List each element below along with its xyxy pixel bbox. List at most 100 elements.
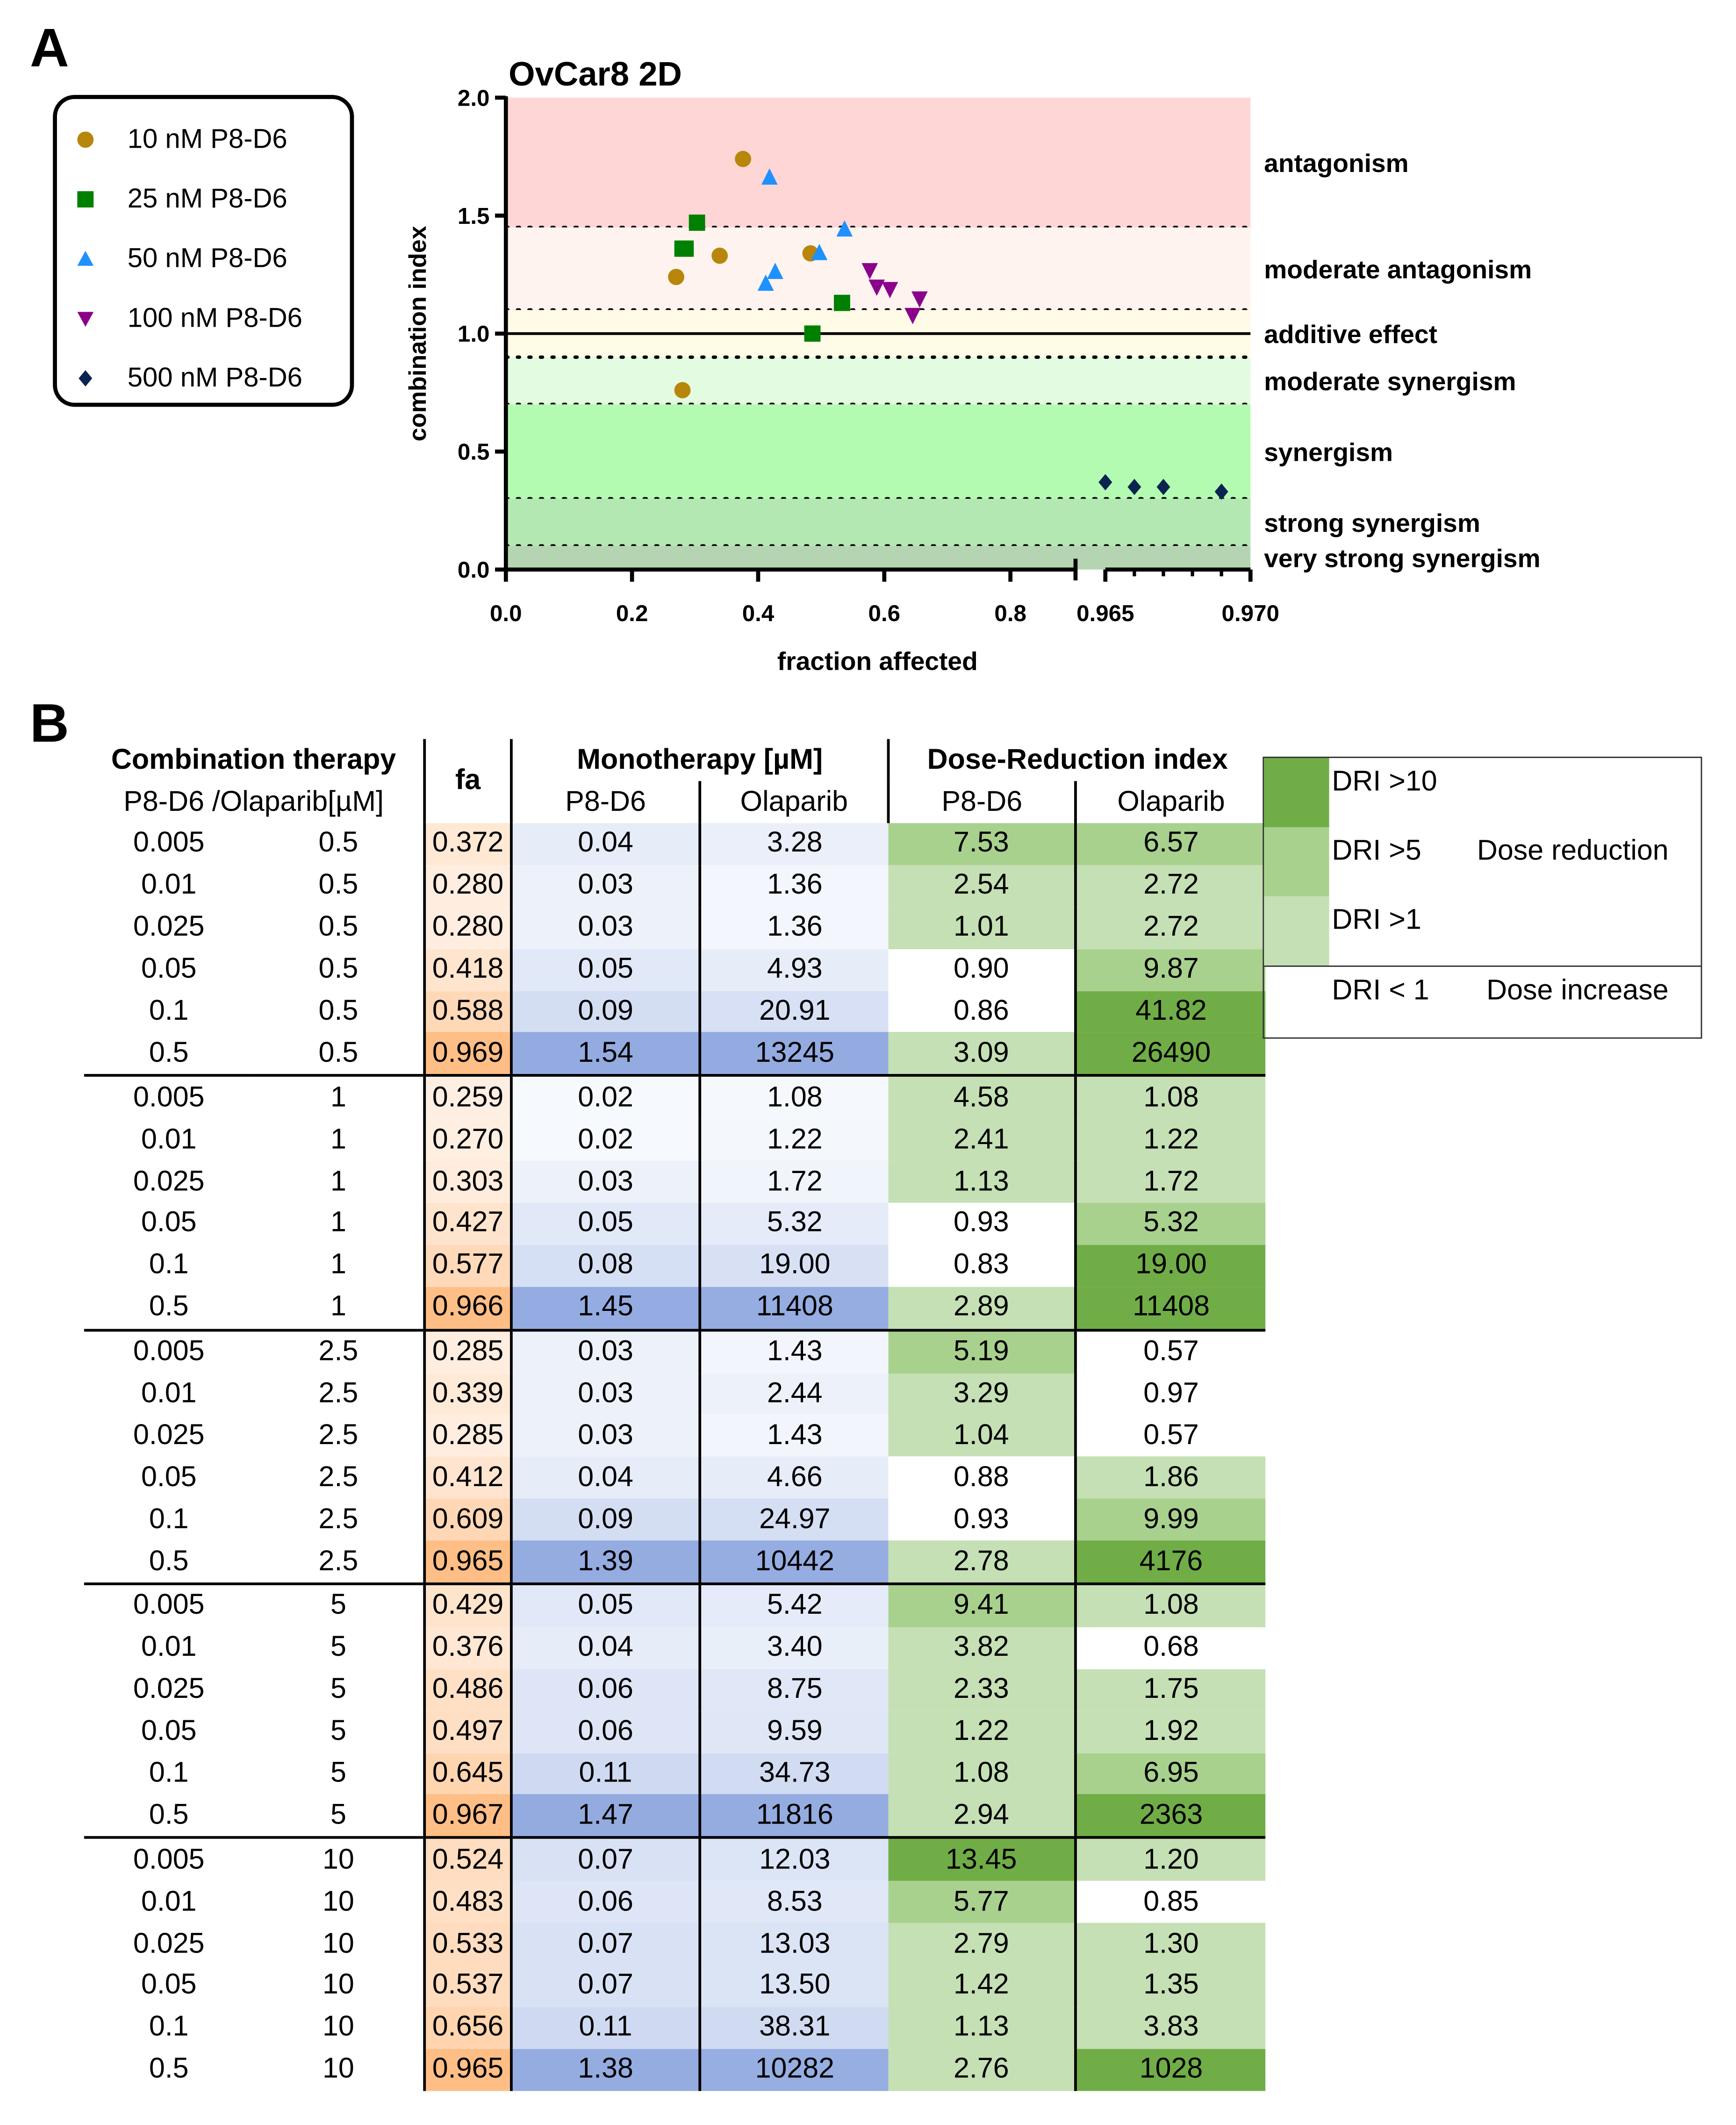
header-mono-ola: Olaparib	[700, 781, 890, 823]
cell-combo-olaparib: 2.5	[253, 1498, 426, 1541]
table-row: 0.005 2.5 0.285 0.03 1.43 5.19 0.57	[84, 1328, 1266, 1374]
cell-dri-olaparib: 41.82	[1075, 990, 1266, 1033]
cell-combo-olaparib: 10	[253, 2007, 426, 2049]
cell-dri-p8d6: 9.41	[888, 1582, 1077, 1627]
dri-label-lt1: DRI < 1	[1332, 975, 1429, 1006]
table-row: 0.005 10 0.524 0.07 12.03 13.45 1.20	[84, 1836, 1266, 1882]
diamond-marker-icon	[79, 370, 93, 386]
cell-dri-p8d6: 0.90	[888, 949, 1077, 991]
cell-dri-olaparib: 9.99	[1075, 1498, 1266, 1541]
cell-mono-olaparib: 24.97	[700, 1498, 889, 1541]
cell-mono-olaparib: 1.36	[700, 907, 889, 949]
header-mono-p8: P8-D6	[511, 781, 702, 823]
cell-combo-p8d6: 0.1	[149, 1757, 189, 1789]
chart-legend: 10 nM P8-D6 25 nM P8-D6 50 nM P8-D6 100 …	[53, 95, 354, 407]
cell-mono-p8d6: 0.03	[511, 865, 702, 907]
y-tick-label: 0.5	[458, 439, 490, 465]
zone-moderate-synergism	[506, 357, 1251, 405]
cell-fa: 0.497	[424, 1710, 513, 1753]
cell-mono-p8d6: 0.03	[511, 1161, 702, 1203]
cell-mono-p8d6: 0.09	[511, 990, 702, 1033]
table-row: 0.05 2.5 0.412 0.04 4.66 0.88 1.86	[84, 1457, 1266, 1499]
zone-label: antagonism	[1264, 149, 1408, 178]
table-row: 0.01 2.5 0.339 0.03 2.44 3.29 0.97	[84, 1373, 1266, 1415]
cell-dri-olaparib: 0.97	[1075, 1373, 1266, 1415]
cell-fa: 0.588	[424, 990, 513, 1033]
cell-combo-p8d6: 0.01	[141, 1123, 197, 1155]
cell-dri-p8d6: 3.29	[888, 1373, 1077, 1415]
cell-combo-p8d6: 0.05	[141, 1969, 197, 2001]
table-row: 0.01 5 0.376 0.04 3.40 3.82 0.68	[84, 1627, 1266, 1669]
cell-dri-olaparib: 6.57	[1075, 823, 1266, 865]
cell-mono-p8d6: 0.03	[511, 1415, 702, 1457]
cell-dri-olaparib: 1.72	[1075, 1161, 1266, 1203]
table-row: 0.05 5 0.497 0.06 9.59 1.22 1.92	[84, 1710, 1266, 1753]
cell-dri-olaparib: 1.08	[1075, 1074, 1266, 1119]
combination-index-chart: antagonism moderate antagonism additive ef…	[404, 55, 1541, 676]
cell-mono-p8d6: 0.02	[511, 1119, 702, 1161]
table-row: 0.025 10 0.533 0.07 13.03 2.79 1.30	[84, 1923, 1266, 1965]
legend-label: 10 nM P8-D6	[127, 124, 287, 154]
zone-synergism	[506, 404, 1251, 499]
cell-mono-olaparib: 20.91	[700, 990, 889, 1033]
cell-combo-olaparib: 10	[253, 1965, 426, 2007]
cell-combo-olaparib: 1	[253, 1245, 426, 1287]
cell-combo-p8d6: 0.005	[84, 1328, 254, 1374]
cell-mono-p8d6: 0.06	[511, 1881, 702, 1923]
cell-fa: 0.656	[424, 2007, 513, 2049]
cell-mono-olaparib: 12.03	[700, 1836, 889, 1882]
cell-combo-olaparib: 1	[253, 1287, 426, 1330]
cell-combo-olaparib: 10	[253, 1836, 426, 1882]
cell-mono-olaparib: 3.40	[700, 1627, 889, 1669]
legend-label: 50 nM P8-D6	[127, 243, 287, 273]
cell-fa: 0.524	[424, 1836, 513, 1882]
cell-dri-olaparib: 5.32	[1075, 1202, 1266, 1245]
legend-item-50nm: 50 nM P8-D6	[73, 239, 287, 279]
cell-dri-p8d6: 0.83	[888, 1245, 1077, 1287]
cell-fa: 0.577	[424, 1245, 513, 1287]
cell-fa: 0.259	[424, 1074, 513, 1119]
cell-dri-p8d6: 5.77	[888, 1881, 1077, 1923]
cell-combo-p8d6: 0.025	[133, 1419, 205, 1451]
table-row: 0.5 0.5 0.969 1.54 13245 3.09 26490	[84, 1032, 1266, 1076]
cell-mono-p8d6: 0.04	[511, 823, 702, 865]
cell-mono-olaparib: 1.22	[700, 1119, 889, 1161]
table-row: 0.025 5 0.486 0.06 8.75 2.33 1.75	[84, 1669, 1266, 1711]
cell-mono-olaparib: 8.75	[700, 1669, 889, 1711]
cell-dri-p8d6: 1.08	[888, 1753, 1077, 1795]
cell-mono-p8d6: 0.03	[511, 1373, 702, 1415]
cell-mono-olaparib: 3.28	[700, 823, 889, 865]
data-point-square	[804, 325, 821, 342]
cell-mono-olaparib: 4.66	[700, 1457, 889, 1499]
cell-mono-p8d6: 0.04	[511, 1627, 702, 1669]
cell-fa: 0.967	[424, 1795, 513, 1838]
cell-mono-olaparib: 2.44	[700, 1373, 889, 1415]
table-row: 0.1 2.5 0.609 0.09 24.97 0.93 9.99	[84, 1498, 1266, 1541]
table-row: 0.5 1 0.966 1.45 11408 2.89 11408	[84, 1287, 1266, 1330]
cell-mono-p8d6: 0.08	[511, 1245, 702, 1287]
table-row: 0.025 1 0.303 0.03 1.72 1.13 1.72	[84, 1161, 1266, 1203]
cell-combo-p8d6: 0.005	[84, 1836, 254, 1882]
cell-combo-p8d6: 0.005	[84, 1582, 254, 1627]
dri-swatch-gt1	[1264, 896, 1329, 966]
cell-mono-olaparib: 1.43	[700, 1415, 889, 1457]
cell-fa: 0.285	[424, 1415, 513, 1457]
table-row: 0.05 10 0.537 0.07 13.50 1.42 1.35	[84, 1965, 1266, 2007]
cell-dri-p8d6: 0.93	[888, 1202, 1077, 1245]
cell-mono-p8d6: 0.05	[511, 1582, 702, 1627]
cell-dri-p8d6: 2.89	[888, 1287, 1077, 1330]
table-row: 0.1 1 0.577 0.08 19.00 0.83 19.00	[84, 1245, 1266, 1287]
cell-fa: 0.533	[424, 1923, 513, 1965]
cell-combo-p8d6: 0.1	[149, 2011, 189, 2043]
cell-fa: 0.270	[424, 1119, 513, 1161]
cell-combo-p8d6: 0.005	[84, 1074, 254, 1119]
y-axis-label: combination index	[404, 226, 431, 441]
cell-mono-p8d6: 0.03	[511, 907, 702, 949]
cell-mono-olaparib: 34.73	[700, 1753, 889, 1795]
cell-fa: 0.280	[424, 907, 513, 949]
cell-combo-p8d6: 0.5	[149, 1545, 189, 1577]
cell-dri-olaparib: 1028	[1075, 2048, 1266, 2091]
cell-mono-olaparib: 19.00	[700, 1245, 889, 1287]
cell-combo-olaparib: 5	[253, 1753, 426, 1795]
zone-antagonism	[506, 97, 1251, 228]
